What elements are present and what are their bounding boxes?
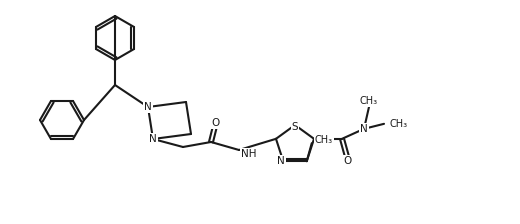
Text: S: S <box>292 122 298 132</box>
Text: O: O <box>211 118 219 128</box>
Text: N: N <box>144 102 152 112</box>
Text: N: N <box>277 156 285 166</box>
Text: CH₃: CH₃ <box>315 135 333 145</box>
Text: CH₃: CH₃ <box>360 96 378 106</box>
Text: N: N <box>149 134 157 144</box>
Text: N: N <box>360 124 368 134</box>
Text: NH: NH <box>241 149 256 159</box>
Text: O: O <box>343 156 351 166</box>
Text: CH₃: CH₃ <box>389 119 407 129</box>
